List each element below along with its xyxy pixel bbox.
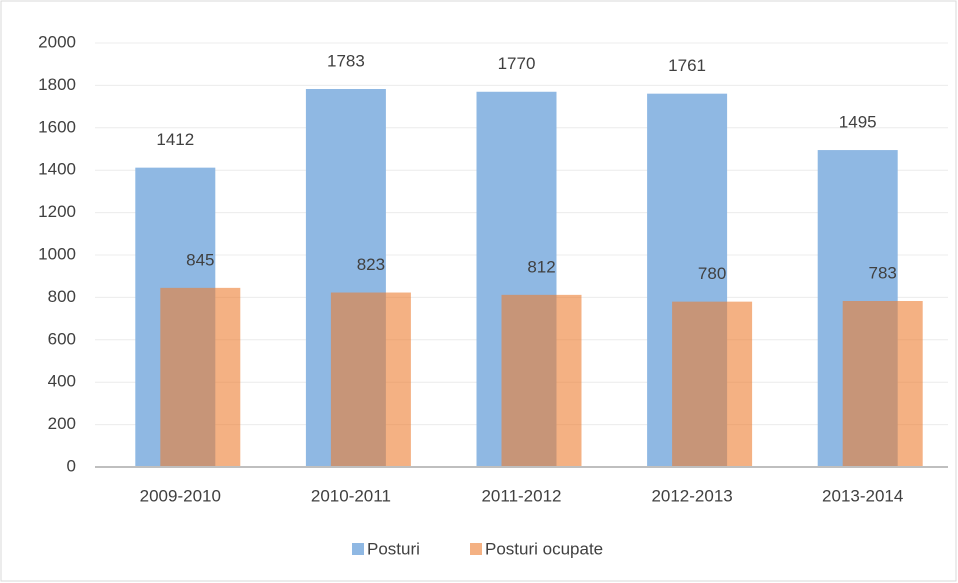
y-tick-label: 1000 — [38, 244, 76, 263]
legend-label: Posturi — [367, 539, 420, 558]
y-tick-label: 400 — [48, 372, 76, 391]
data-label: 1495 — [839, 113, 877, 132]
data-label: 780 — [698, 264, 726, 283]
data-label: 1761 — [668, 56, 706, 75]
y-tick-label: 1800 — [38, 75, 76, 94]
x-tick-label: 2012-2013 — [651, 486, 732, 505]
data-label: 783 — [869, 263, 897, 282]
bar — [330, 292, 411, 467]
legend-swatch — [470, 543, 482, 555]
data-label: 823 — [357, 255, 385, 274]
bar — [842, 301, 923, 467]
y-tick-label: 600 — [48, 329, 76, 348]
data-label: 1770 — [498, 54, 536, 73]
bar — [672, 301, 753, 467]
y-tick-label: 0 — [67, 456, 76, 475]
data-label: 1412 — [156, 130, 194, 149]
y-tick-label: 2000 — [38, 32, 76, 51]
y-tick-label: 1200 — [38, 202, 76, 221]
data-label: 1783 — [327, 51, 365, 70]
x-tick-label: 2010-2011 — [311, 486, 391, 505]
x-tick-label: 2013-2014 — [822, 486, 903, 505]
data-label: 845 — [186, 250, 214, 269]
data-label: 812 — [527, 257, 555, 276]
legend-label: Posturi ocupate — [485, 539, 603, 558]
legend-swatch — [352, 543, 364, 555]
x-tick-label: 2009-2010 — [140, 486, 221, 505]
y-tick-label: 200 — [48, 414, 76, 433]
y-tick-label: 800 — [48, 287, 76, 306]
y-tick-label: 1400 — [38, 160, 76, 179]
x-tick-label: 2011-2012 — [481, 486, 561, 505]
bar — [160, 287, 241, 467]
y-tick-label: 1600 — [38, 117, 76, 136]
bar — [501, 294, 582, 467]
